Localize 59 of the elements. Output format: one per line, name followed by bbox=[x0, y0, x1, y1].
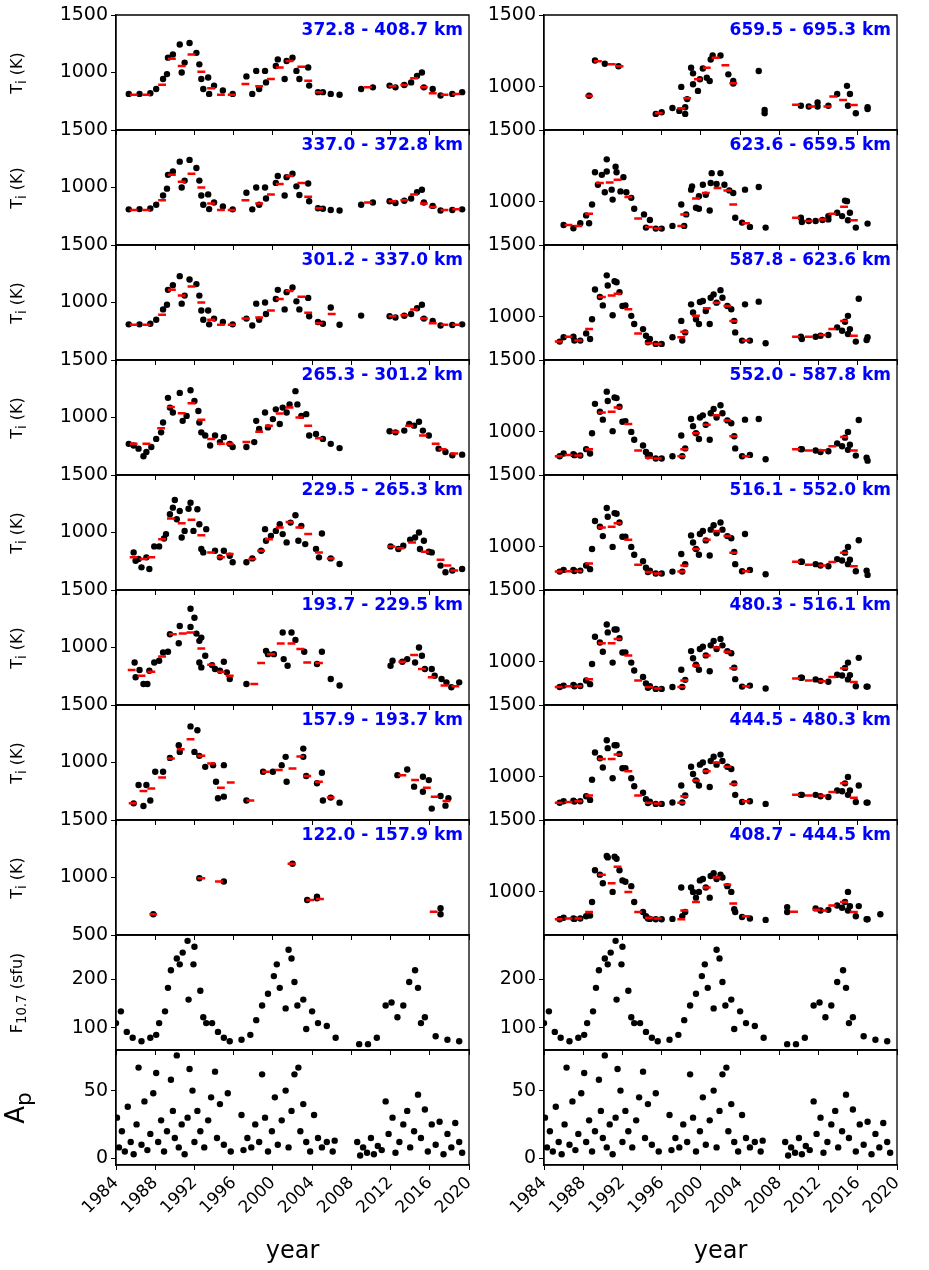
y-tick-label: 0 bbox=[523, 1145, 536, 1168]
y-tick-label: 1500 bbox=[59, 346, 108, 369]
y-tick-label: 1500 bbox=[59, 1, 108, 24]
chart-title: 193.7 - 229.5 km bbox=[301, 593, 463, 614]
y-tick-label: 1500 bbox=[487, 806, 536, 829]
y-tick-label: 1500 bbox=[59, 806, 108, 829]
y-tick-label: 1500 bbox=[487, 691, 536, 714]
y-tick-label: 1000 bbox=[487, 303, 536, 326]
chart-title: 623.6 - 659.5 km bbox=[729, 133, 891, 154]
chart-title: 157.9 - 193.7 km bbox=[301, 708, 463, 729]
y-tick-label: 1500 bbox=[487, 1, 536, 24]
y-tick-label: 0 bbox=[95, 1145, 108, 1168]
y-tick-label: 1000 bbox=[59, 174, 108, 197]
y-tick-label: 1000 bbox=[487, 418, 536, 441]
y-tick-label: 1500 bbox=[59, 691, 108, 714]
y-tick-label: 1000 bbox=[487, 878, 536, 901]
y-tick-label: 1500 bbox=[59, 116, 108, 139]
y-tick-label: 1500 bbox=[59, 461, 108, 484]
chart-title: 587.8 - 623.6 km bbox=[729, 248, 891, 269]
y-tick-label: 1000 bbox=[59, 749, 108, 772]
chart-title: 122.0 - 157.9 km bbox=[301, 823, 463, 844]
y-tick-label: 1500 bbox=[487, 576, 536, 599]
y-tick-label: 500 bbox=[71, 921, 108, 944]
x-axis-title: year bbox=[265, 1235, 320, 1264]
y-tick-label: 1000 bbox=[487, 763, 536, 786]
y-tick-label: 200 bbox=[499, 965, 536, 988]
y-tick-label: 1000 bbox=[59, 519, 108, 542]
chart-title: 552.0 - 587.8 km bbox=[729, 363, 891, 384]
y-tick-label: 1500 bbox=[487, 231, 536, 254]
chart-title: 516.1 - 552.0 km bbox=[729, 478, 891, 499]
x-axis-title: year bbox=[693, 1235, 748, 1264]
y-tick-label: 200 bbox=[71, 965, 108, 988]
y-tick-label: 1500 bbox=[59, 231, 108, 254]
chart-title: 301.2 - 337.0 km bbox=[301, 248, 463, 269]
y-tick-label: 1000 bbox=[487, 648, 536, 671]
chart-title: 229.5 - 265.3 km bbox=[301, 478, 463, 499]
y-tick-label: 50 bbox=[511, 1077, 536, 1100]
chart-title: 480.3 - 516.1 km bbox=[729, 593, 891, 614]
y-tick-label: 1000 bbox=[59, 59, 108, 82]
y-tick-label: 1500 bbox=[59, 576, 108, 599]
y-tick-label: 1000 bbox=[59, 289, 108, 312]
y-tick-label: 1000 bbox=[487, 533, 536, 556]
y-tick-label: 1000 bbox=[59, 404, 108, 427]
chart-title: 444.5 - 480.3 km bbox=[729, 708, 891, 729]
y-tick-label: 1000 bbox=[487, 188, 536, 211]
y-tick-label: 1500 bbox=[487, 346, 536, 369]
chart-title: 659.5 - 695.3 km bbox=[729, 18, 891, 39]
chart-title: 265.3 - 301.2 km bbox=[301, 363, 463, 384]
y-tick-label: 100 bbox=[499, 1014, 536, 1037]
y-tick-label: 1500 bbox=[487, 461, 536, 484]
chart-title: 337.0 - 372.8 km bbox=[301, 133, 463, 154]
chart-title: 372.8 - 408.7 km bbox=[301, 18, 463, 39]
y-tick-label: 1000 bbox=[59, 864, 108, 887]
y-tick-label: 1500 bbox=[487, 116, 536, 139]
y-tick-label: 1000 bbox=[487, 73, 536, 96]
chart-title: 408.7 - 444.5 km bbox=[729, 823, 891, 844]
y-tick-label: 50 bbox=[83, 1077, 108, 1100]
y-tick-label: 100 bbox=[71, 1014, 108, 1037]
y-tick-label: 1000 bbox=[59, 634, 108, 657]
